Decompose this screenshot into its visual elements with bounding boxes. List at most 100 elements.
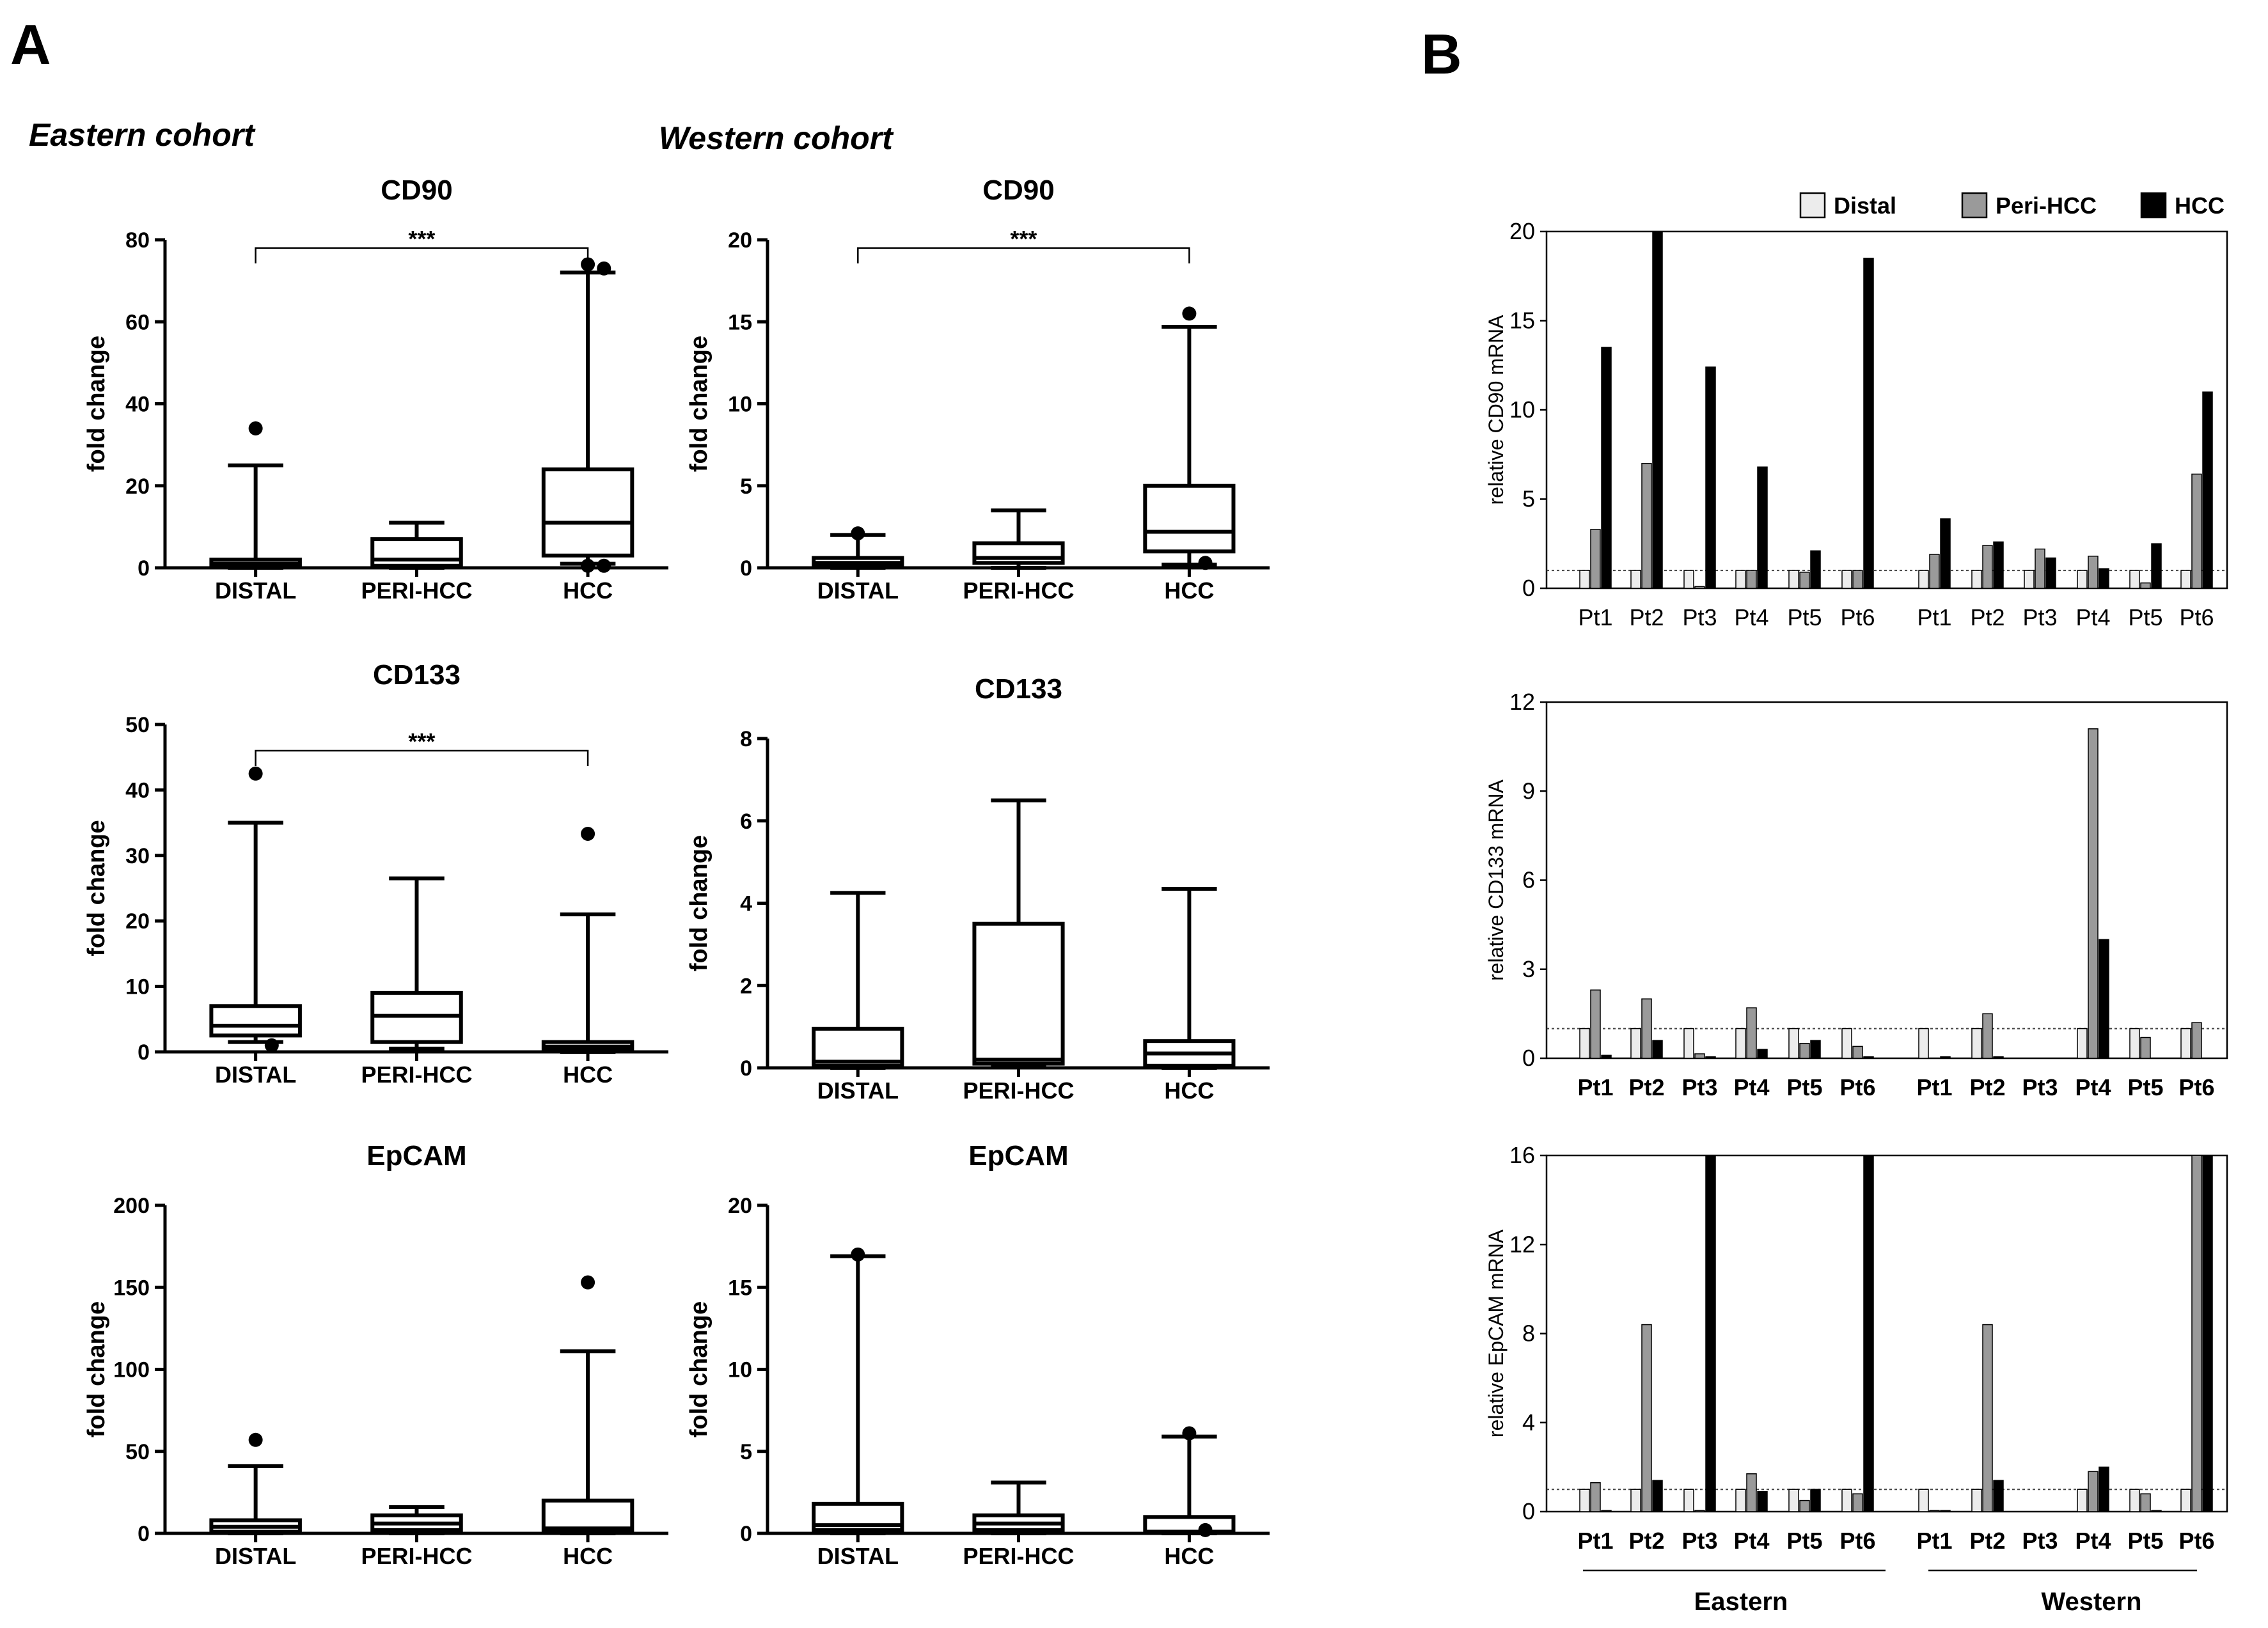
x-tick-label: Pt3 <box>2022 1074 2058 1100</box>
x-tick-label: Pt5 <box>1787 604 1822 630</box>
x-tick-label: HCC <box>1164 577 1214 604</box>
legend-label: Peri-HCC <box>1996 192 2097 219</box>
x-tick-label: Pt1 <box>1916 1074 1952 1100</box>
bar-chart: relative CD90 mRNA 0 5 10 15 20 Pt1 Pt2 Pt3 Pt4 Pt… <box>1484 218 2228 630</box>
y-tick-label: 60 <box>125 310 150 334</box>
y-tick-label: 8 <box>740 727 752 751</box>
box-chart: CD133 fold change 0 2 4 6 8 DISTAL PERI-HCC HCC <box>686 673 1270 1104</box>
x-tick-label: Pt4 <box>1733 1074 1769 1100</box>
group-label-eastern: Eastern <box>1694 1588 1788 1616</box>
group-label-western: Western <box>2041 1588 2141 1616</box>
significance-bracket <box>255 247 589 263</box>
x-tick-label: Pt5 <box>2127 1074 2163 1100</box>
box-chart: CD133 fold change 0 10 20 30 40 50 DISTAL PERI-HC… <box>83 659 668 1088</box>
x-tick-label: HCC <box>563 1061 613 1088</box>
box-chart: CD90 fold change 0 5 10 15 20 DISTAL PERI-HCC HCC… <box>686 175 1270 604</box>
outlier-point <box>1182 306 1197 321</box>
bar-hcc-eastern <box>1757 1491 1768 1512</box>
bar-hcc-western <box>1993 1480 2004 1512</box>
x-tick-label: Pt4 <box>1734 604 1768 630</box>
chart-title: EpCAM <box>968 1140 1068 1171</box>
bar-peri-hcc-eastern <box>1641 462 1652 589</box>
y-tick-label: 9 <box>1522 778 1535 804</box>
x-tick-label: Pt6 <box>1840 604 1875 630</box>
bar-distal-western <box>1971 1489 1982 1512</box>
x-tick-label: Pt4 <box>2075 604 2110 630</box>
y-axis-label: fold change <box>83 1301 110 1437</box>
bar-peri-hcc-western <box>2088 1471 2099 1512</box>
bar-hcc-eastern <box>1810 550 1821 589</box>
x-tick-label: Pt5 <box>2127 1528 2163 1554</box>
x-tick-label: HCC <box>1164 1543 1214 1569</box>
bar-distal-eastern <box>1788 570 1799 589</box>
bar-peri-hcc-eastern <box>1590 989 1601 1059</box>
chart-title: CD90 <box>381 175 453 206</box>
bar-distal-eastern <box>1630 1489 1641 1512</box>
y-tick-label: 20 <box>1509 218 1535 244</box>
y-tick-label: 150 <box>113 1276 150 1300</box>
x-tick-label: Pt1 <box>1917 604 1951 630</box>
bar-distal-eastern <box>1683 1028 1694 1059</box>
outlier-point <box>597 261 611 276</box>
outlier-point <box>581 257 595 272</box>
bar-peri-hcc-western <box>2088 556 2099 589</box>
bar-hcc-western <box>1940 1056 1951 1059</box>
y-tick-label: 5 <box>1522 486 1535 512</box>
y-tick-label: 16 <box>1509 1142 1535 1168</box>
y-tick-label: 40 <box>125 393 150 417</box>
bar-peri-hcc-eastern <box>1852 1045 1863 1059</box>
bar-hcc-western <box>2151 543 2162 589</box>
x-tick-label: Pt5 <box>1786 1528 1822 1554</box>
bar-peri-hcc-western <box>2191 1022 2202 1059</box>
bar-peri-hcc-western <box>1929 1510 1940 1512</box>
bar-hcc-western <box>2151 1510 2162 1512</box>
y-tick-label: 4 <box>740 892 752 916</box>
outlier-point <box>1182 1426 1197 1441</box>
y-tick-label: 30 <box>125 844 150 868</box>
x-tick-label: Pt5 <box>1786 1074 1822 1100</box>
chart-title: CD90 <box>982 175 1055 206</box>
y-axis-label: fold change <box>83 820 110 956</box>
y-tick-label: 20 <box>728 1194 752 1218</box>
x-tick-label: HCC <box>1164 1077 1214 1104</box>
x-tick-label: DISTAL <box>215 1543 296 1569</box>
box-iqr <box>209 1004 302 1038</box>
y-axis-label: fold change <box>83 336 110 472</box>
chart-title: CD133 <box>373 659 461 691</box>
bar-distal-eastern <box>1841 1028 1852 1059</box>
x-tick-label: Pt2 <box>1628 1528 1664 1554</box>
y-tick-label: 0 <box>740 556 752 581</box>
x-tick-label: Pt2 <box>1969 1528 2005 1554</box>
y-axis-label: fold change <box>686 1301 713 1437</box>
legend-swatch <box>1799 192 1826 219</box>
bar-hcc-eastern <box>1810 1489 1821 1512</box>
x-tick-label: Pt2 <box>1969 1074 2005 1100</box>
outlier-point <box>581 558 595 573</box>
x-tick-label: Pt1 <box>1578 604 1612 630</box>
outlier-point <box>264 1038 279 1053</box>
bar-hcc-western <box>1940 518 1951 589</box>
y-tick-label: 20 <box>125 909 150 934</box>
y-tick-label: 40 <box>125 778 150 802</box>
bar-distal-eastern <box>1579 570 1590 589</box>
bar-peri-hcc-eastern <box>1799 1499 1810 1512</box>
x-tick-label: Pt3 <box>2022 1528 2058 1554</box>
bar-peri-hcc-eastern <box>1746 570 1757 589</box>
bar-distal-eastern <box>1841 570 1852 589</box>
y-tick-label: 2 <box>740 974 752 998</box>
bar-peri-hcc-western <box>2191 1155 2202 1512</box>
y-tick-label: 80 <box>125 228 150 253</box>
bar-distal-western <box>1971 570 1982 589</box>
bar-distal-eastern <box>1735 570 1746 589</box>
x-tick-label: DISTAL <box>215 1061 296 1088</box>
box-chart: EpCAM fold change 0 50 100 150 200 DISTAL PERI-H… <box>83 1140 668 1569</box>
bar-peri-hcc-eastern <box>1746 1473 1757 1512</box>
bar-distal-eastern <box>1683 570 1694 589</box>
y-tick-label: 50 <box>125 1440 150 1464</box>
bar-peri-hcc-eastern <box>1694 1053 1705 1059</box>
y-tick-label: 12 <box>1509 689 1535 715</box>
bar-distal-western <box>2077 1489 2088 1512</box>
x-tick-label: Pt1 <box>1577 1074 1613 1100</box>
x-tick-label: PERI-HCC <box>361 1061 472 1088</box>
outlier-point <box>581 1275 595 1290</box>
